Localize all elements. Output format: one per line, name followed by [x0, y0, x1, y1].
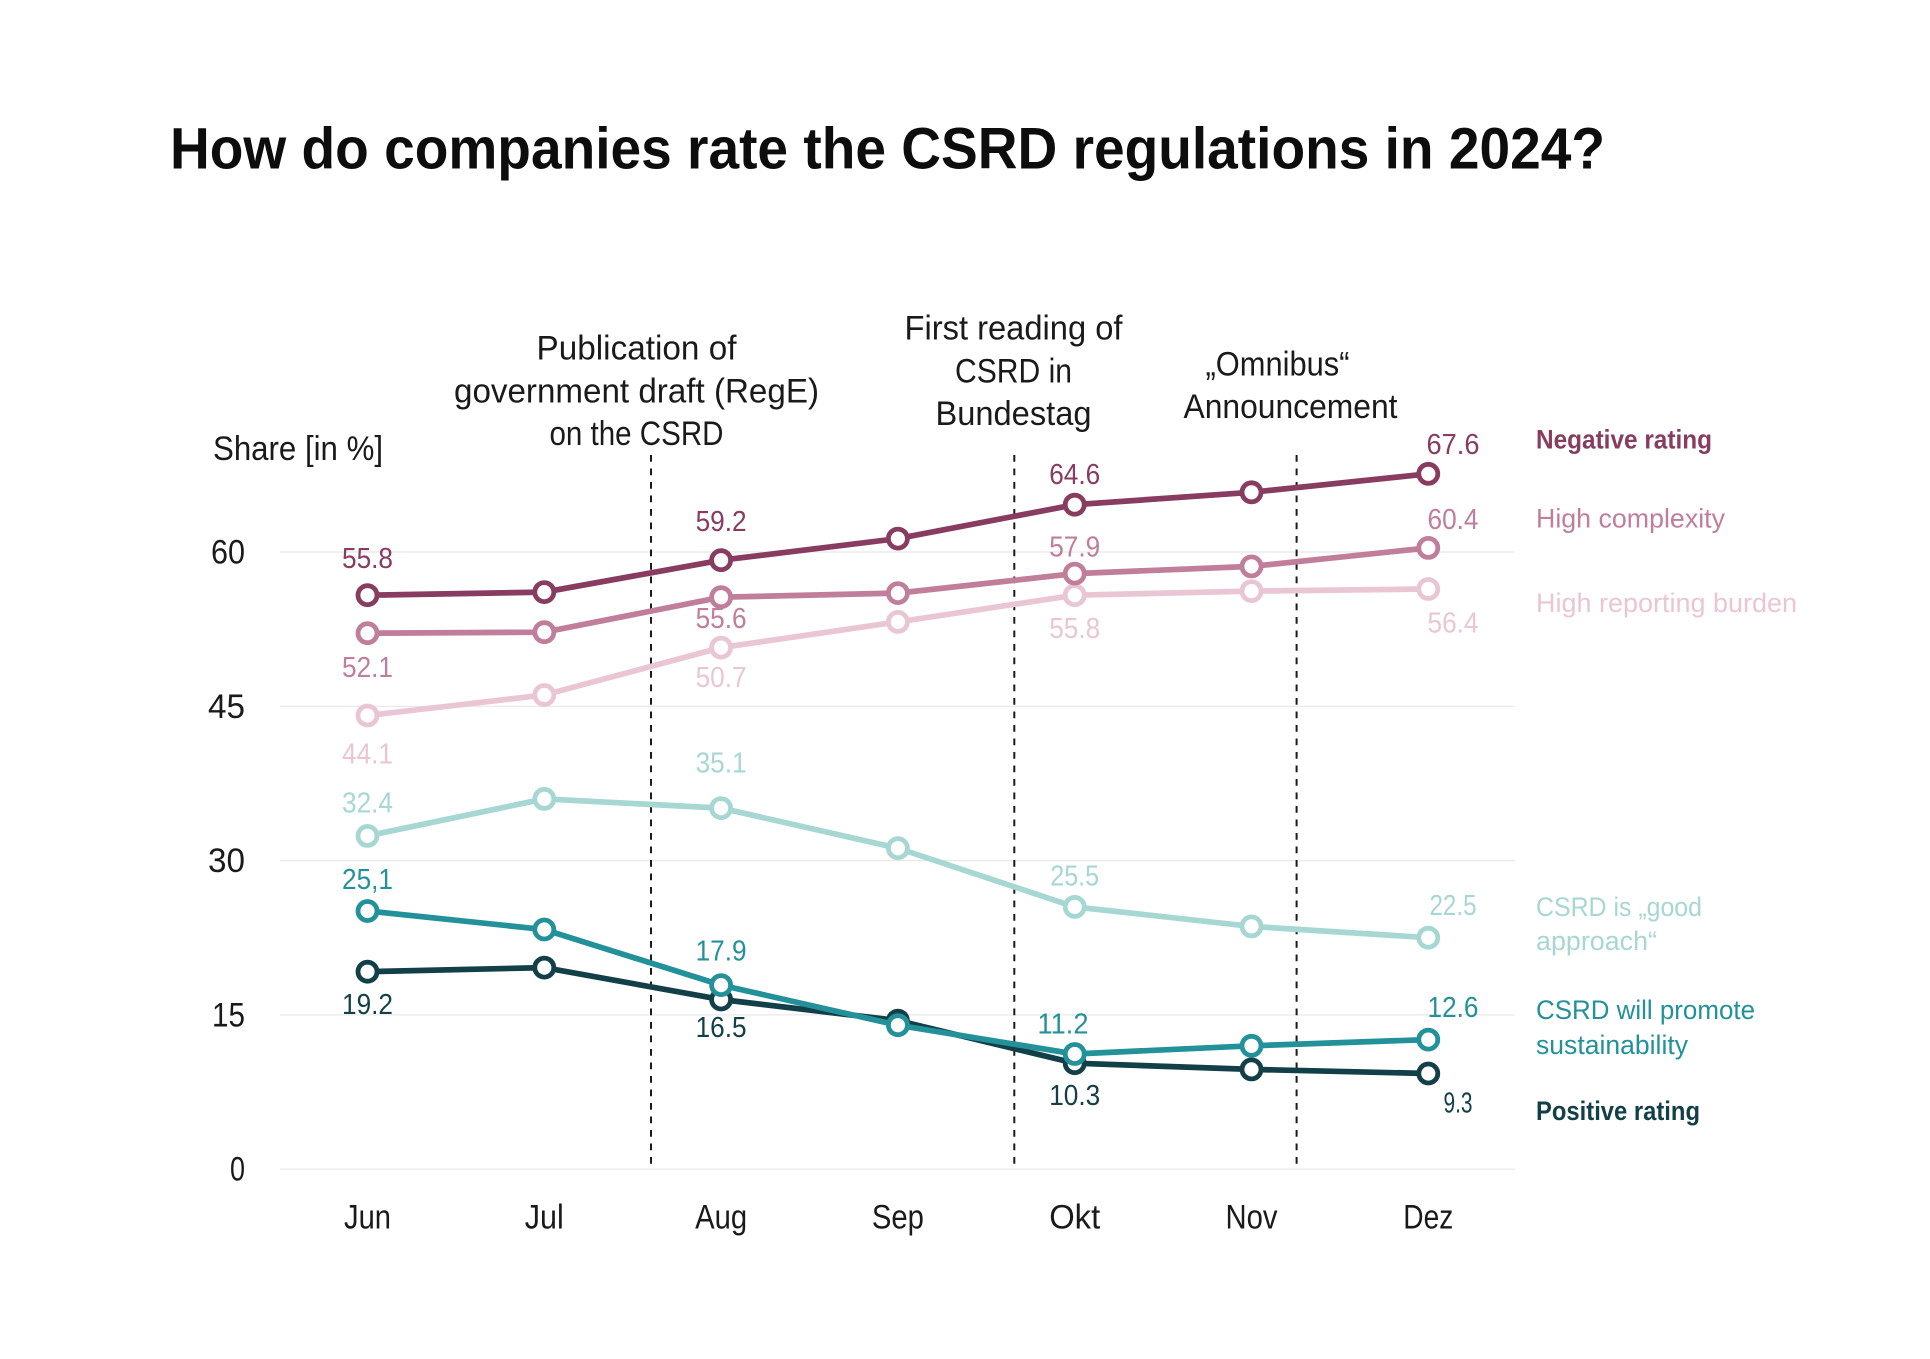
svg-text:11.2: 11.2 — [1038, 1008, 1089, 1040]
svg-text:How do companies rate the CSRD: How do companies rate the CSRD regulatio… — [170, 116, 1605, 181]
svg-text:60.4: 60.4 — [1428, 504, 1479, 536]
svg-text:Share [in %]: Share [in %] — [213, 430, 383, 468]
svg-text:30: 30 — [208, 842, 245, 880]
svg-text:on the CSRD: on the CSRD — [550, 415, 724, 453]
svg-text:55.8: 55.8 — [1049, 613, 1100, 645]
svg-text:0: 0 — [230, 1151, 245, 1189]
svg-text:19.2: 19.2 — [342, 989, 393, 1021]
svg-text:Publication of: Publication of — [537, 330, 738, 368]
svg-text:Announcement: Announcement — [1184, 388, 1399, 426]
svg-text:55.6: 55.6 — [696, 603, 747, 635]
svg-text:Dez: Dez — [1403, 1199, 1453, 1237]
svg-text:12.6: 12.6 — [1428, 992, 1479, 1024]
svg-text:15: 15 — [212, 996, 245, 1034]
svg-text:CSRD in: CSRD in — [955, 352, 1072, 390]
svg-text:Jun: Jun — [344, 1199, 391, 1237]
svg-text:56.4: 56.4 — [1428, 608, 1479, 640]
svg-text:44.1: 44.1 — [342, 738, 393, 770]
svg-text:Negative rating: Negative rating — [1536, 425, 1712, 455]
svg-text:60: 60 — [211, 534, 245, 572]
svg-text:57.9: 57.9 — [1049, 532, 1100, 564]
svg-text:Jul: Jul — [525, 1199, 564, 1237]
svg-text:10.3: 10.3 — [1049, 1080, 1100, 1112]
svg-text:9.3: 9.3 — [1444, 1087, 1473, 1119]
svg-text:CSRD will promote: CSRD will promote — [1536, 995, 1755, 1025]
svg-text:Bundestag: Bundestag — [936, 395, 1092, 433]
svg-text:17.9: 17.9 — [696, 936, 747, 968]
svg-text:High reporting burden: High reporting burden — [1536, 588, 1797, 618]
svg-text:32.4: 32.4 — [342, 788, 393, 820]
svg-text:50.7: 50.7 — [696, 662, 747, 694]
svg-text:67.6: 67.6 — [1427, 429, 1480, 461]
svg-text:Nov: Nov — [1226, 1199, 1278, 1237]
svg-text:35.1: 35.1 — [696, 747, 747, 779]
svg-text:CSRD is „good: CSRD is „good — [1536, 892, 1702, 922]
svg-text:59.2: 59.2 — [696, 506, 747, 538]
svg-text:High complexity: High complexity — [1536, 503, 1725, 533]
svg-text:45: 45 — [208, 688, 245, 726]
svg-text:Sep: Sep — [872, 1199, 924, 1237]
svg-text:sustainability: sustainability — [1536, 1030, 1688, 1060]
svg-text:25.5: 25.5 — [1050, 861, 1099, 893]
svg-text:25,1: 25,1 — [342, 864, 393, 896]
svg-text:approach“: approach“ — [1536, 926, 1657, 956]
svg-text:16.5: 16.5 — [696, 1012, 747, 1044]
svg-text:Aug: Aug — [695, 1199, 747, 1237]
svg-text:22.5: 22.5 — [1430, 890, 1477, 922]
svg-text:„Omnibus“: „Omnibus“ — [1206, 346, 1350, 384]
svg-text:Okt: Okt — [1049, 1199, 1101, 1237]
svg-text:64.6: 64.6 — [1049, 459, 1100, 491]
svg-text:First reading of: First reading of — [905, 310, 1124, 348]
svg-text:52.1: 52.1 — [342, 652, 393, 684]
svg-text:Positive rating: Positive rating — [1536, 1096, 1700, 1126]
svg-text:government draft (RegE): government draft (RegE) — [454, 372, 819, 410]
svg-text:55.8: 55.8 — [342, 543, 393, 575]
